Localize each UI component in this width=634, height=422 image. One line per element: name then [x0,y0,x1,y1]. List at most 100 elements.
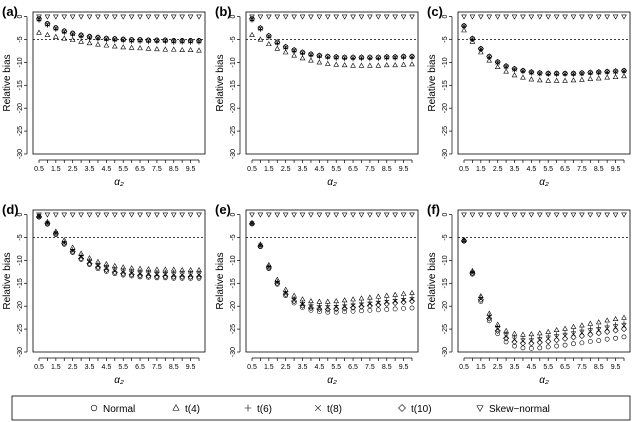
point-triangle-down [145,212,152,218]
point-diamond [486,53,493,60]
point-triangle-up [266,41,272,47]
point-triangle-up [392,291,398,297]
point-diamond [503,335,510,342]
point-triangle-down [282,14,289,20]
x-axis-label: α₂ [327,177,337,188]
point-cross [350,303,356,309]
point-plus [129,268,135,274]
point-circle [350,308,356,314]
x-tick-label: 4.5 [315,166,325,173]
legend-label: t(8) [327,404,342,415]
point-circle [409,305,415,311]
x-tick-label: 1.5 [476,364,486,371]
panel-tag: (b) [215,4,232,19]
point-triangle-up [170,46,177,52]
point-triangle-down [196,14,202,20]
point-plus [162,39,168,45]
point-plus [112,266,118,272]
point-triangle-down [103,14,110,20]
point-triangle-up [579,322,585,328]
point-triangle-up [469,38,476,44]
point-diamond [587,331,594,338]
point-cross [137,271,143,276]
point-circle [162,275,168,281]
x-tick-label: 8.5 [382,364,392,371]
point-triangle-down [350,14,356,20]
point-circle [300,305,305,310]
point-circle [112,271,118,277]
point-triangle-down [274,14,281,20]
point-circle [103,268,109,274]
point-cross [325,305,331,310]
point-circle [613,335,618,341]
x-axis-label: α₂ [539,177,549,188]
point-plus [179,39,185,45]
point-plus [154,39,160,45]
point-circle [171,275,177,281]
point-diamond [170,37,177,44]
point-triangle-down [562,212,568,218]
y-tick-label: -20 [442,103,449,113]
point-plus [308,52,314,59]
point-triangle-down [350,212,356,218]
point-triangle-up [612,315,619,321]
point-triangle-down [111,14,118,20]
point-triangle-down [400,14,407,20]
point-triangle-down [612,212,619,218]
point-diamond [486,315,493,322]
point-triangle-down [61,212,68,218]
point-diamond [604,328,611,335]
y-tick-label: -25 [230,324,237,334]
panel-frame [245,209,419,353]
point-plus [545,333,551,339]
x-tick-label: 1.5 [476,166,486,173]
point-triangle-up [553,77,560,83]
point-diamond [257,243,264,250]
point-triangle-up [486,57,493,63]
x-tick-label: 4.5 [315,364,325,371]
x-axis-label: α₂ [114,375,124,386]
point-triangle-down [520,212,526,218]
point-diamond [400,299,407,306]
point-diamond [528,340,535,347]
point-plus [367,56,373,62]
y-tick-label: -5 [230,36,237,42]
point-triangle-down [358,212,365,218]
point-triangle-down [579,212,585,218]
point-diamond [179,37,186,44]
x-tick-label: 3.5 [85,166,95,173]
point-triangle-up [604,317,610,323]
point-circle [367,307,373,313]
point-plus [266,263,272,269]
point-cross [401,297,406,303]
point-triangle-down [486,14,493,20]
y-tick-label: -10 [230,255,237,265]
point-diamond [94,34,101,41]
x-tick-label: 4.5 [102,166,112,173]
point-circle [342,309,348,315]
point-triangle-down [409,212,415,218]
point-plus [409,55,415,61]
point-diamond [111,35,118,43]
point-diamond [145,272,152,280]
x-tick-label: 7.5 [152,364,162,371]
point-circle [146,274,151,280]
point-triangle-down [494,212,501,218]
point-diamond [274,280,281,287]
point-triangle-down [358,14,365,20]
y-tick-label: -20 [230,103,237,113]
point-triangle-up [162,46,169,52]
point-triangle-up [461,27,467,33]
point-triangle-up [367,294,373,300]
point-diamond [282,43,289,50]
x-tick-label: 5.5 [118,364,128,371]
point-circle [495,331,501,337]
point-diamond [153,273,160,280]
point-diamond [570,334,577,341]
point-cross [120,269,126,275]
point-plus [103,263,109,269]
y-tick-label: -15 [17,80,24,90]
point-triangle-down [478,212,484,218]
point-triangle-up [274,45,281,51]
point-diamond [620,67,628,74]
